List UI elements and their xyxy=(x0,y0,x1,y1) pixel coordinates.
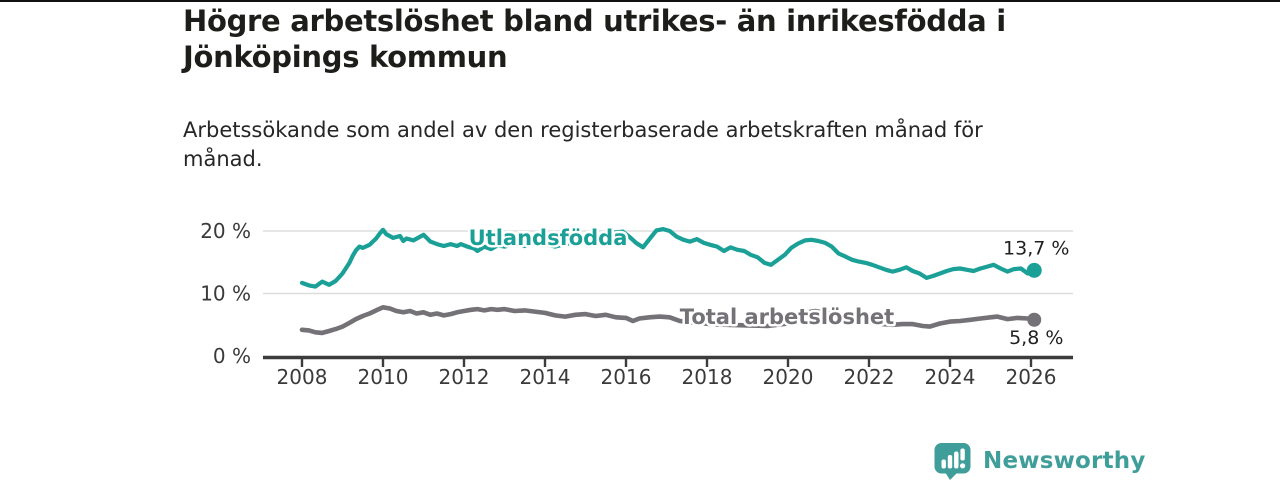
chart-subtitle: Arbetssökande som andel av den registerb… xyxy=(183,118,983,172)
top-border-rule xyxy=(0,0,1280,2)
x-axis-tick-label: 2010 xyxy=(358,365,409,389)
series-end-value-label: 13,7 % xyxy=(1003,237,1069,259)
series-end-dot xyxy=(1026,262,1042,278)
y-axis-tick-label: 10 % xyxy=(200,282,251,306)
x-axis-tick-label: 2008 xyxy=(277,365,328,389)
series-line-utlandsfodda xyxy=(299,227,1037,289)
x-axis-tick-label: 2020 xyxy=(763,365,814,389)
x-axis-tick-label: 2012 xyxy=(439,365,490,389)
y-axis-tick-label: 0 % xyxy=(213,344,251,368)
series-label-total-arbetsloshet: Total arbetslöshet xyxy=(680,305,894,329)
newsworthy-logo-text: Newsworthy xyxy=(983,448,1146,474)
series-end-value-label: 5,8 % xyxy=(1009,327,1063,349)
x-axis-tick-label: 2016 xyxy=(601,365,652,389)
newsworthy-branding: Newsworthy xyxy=(933,442,1146,480)
x-axis-tick-label: 2018 xyxy=(682,365,733,389)
x-axis-tick-label: 2024 xyxy=(925,365,976,389)
x-axis-tick-label: 2026 xyxy=(1006,365,1057,389)
newsworthy-logo-icon xyxy=(934,443,971,480)
y-axis-tick-label: 20 % xyxy=(200,219,251,243)
series-end-dot xyxy=(1027,312,1042,327)
series-label-utlandsfodda: Utlandsfödda xyxy=(469,226,628,250)
x-axis-tick-label: 2014 xyxy=(520,365,571,389)
series-line-total-arbetsloshet xyxy=(299,304,1037,336)
chart-title: Högre arbetslöshet bland utrikes- än inr… xyxy=(183,4,1006,74)
x-axis-tick-label: 2022 xyxy=(844,365,895,389)
